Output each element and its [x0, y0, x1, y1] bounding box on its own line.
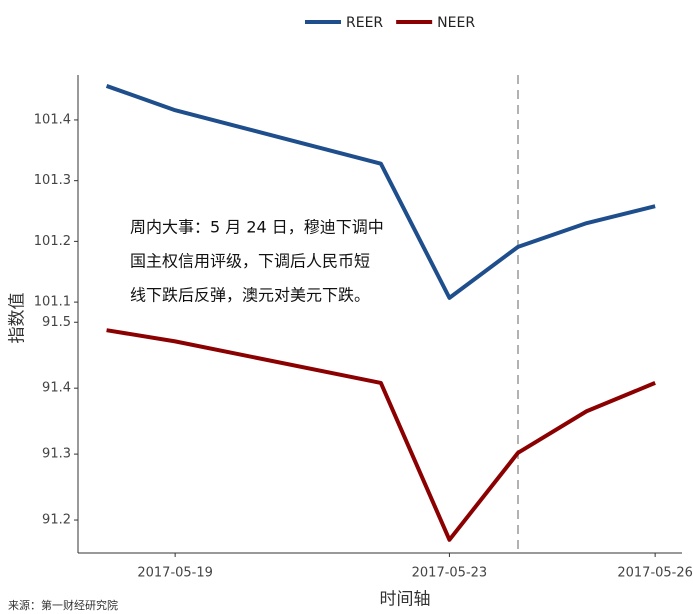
y-tick-label: 101.1: [34, 295, 71, 310]
legend-label: REER: [346, 15, 383, 31]
y-axis-label: 指数值: [8, 293, 28, 344]
y-tick-label: 91.5: [42, 315, 71, 330]
y-tick-label: 101.3: [34, 173, 71, 188]
y-tick-label: 91.4: [42, 381, 71, 396]
line: [106, 328, 656, 542]
annotation: 周内大事：5 月 24 日，穆迪下调中: [130, 218, 384, 237]
x-tick-label: 2017-05-19: [137, 566, 213, 581]
y-tick-label: 101.2: [34, 234, 71, 249]
y-tick-label: 91.2: [42, 513, 71, 528]
annotation: 国主权信用评级，下调后人民币短: [130, 252, 370, 271]
legend-label: NEER: [437, 15, 475, 31]
x-tick-label: 2017-05-26: [617, 566, 693, 581]
source: 来源：第一财经研究院: [8, 598, 118, 612]
x-axis-label: 时间轴: [380, 590, 431, 610]
y-tick-label: 91.3: [42, 447, 71, 462]
line: [105, 84, 656, 300]
y-tick-label: 101.4: [34, 112, 71, 127]
annotation: 线下跌后反弹，澳元对美元下跌。: [130, 286, 370, 305]
x-tick-label: 2017-05-23: [412, 566, 488, 581]
